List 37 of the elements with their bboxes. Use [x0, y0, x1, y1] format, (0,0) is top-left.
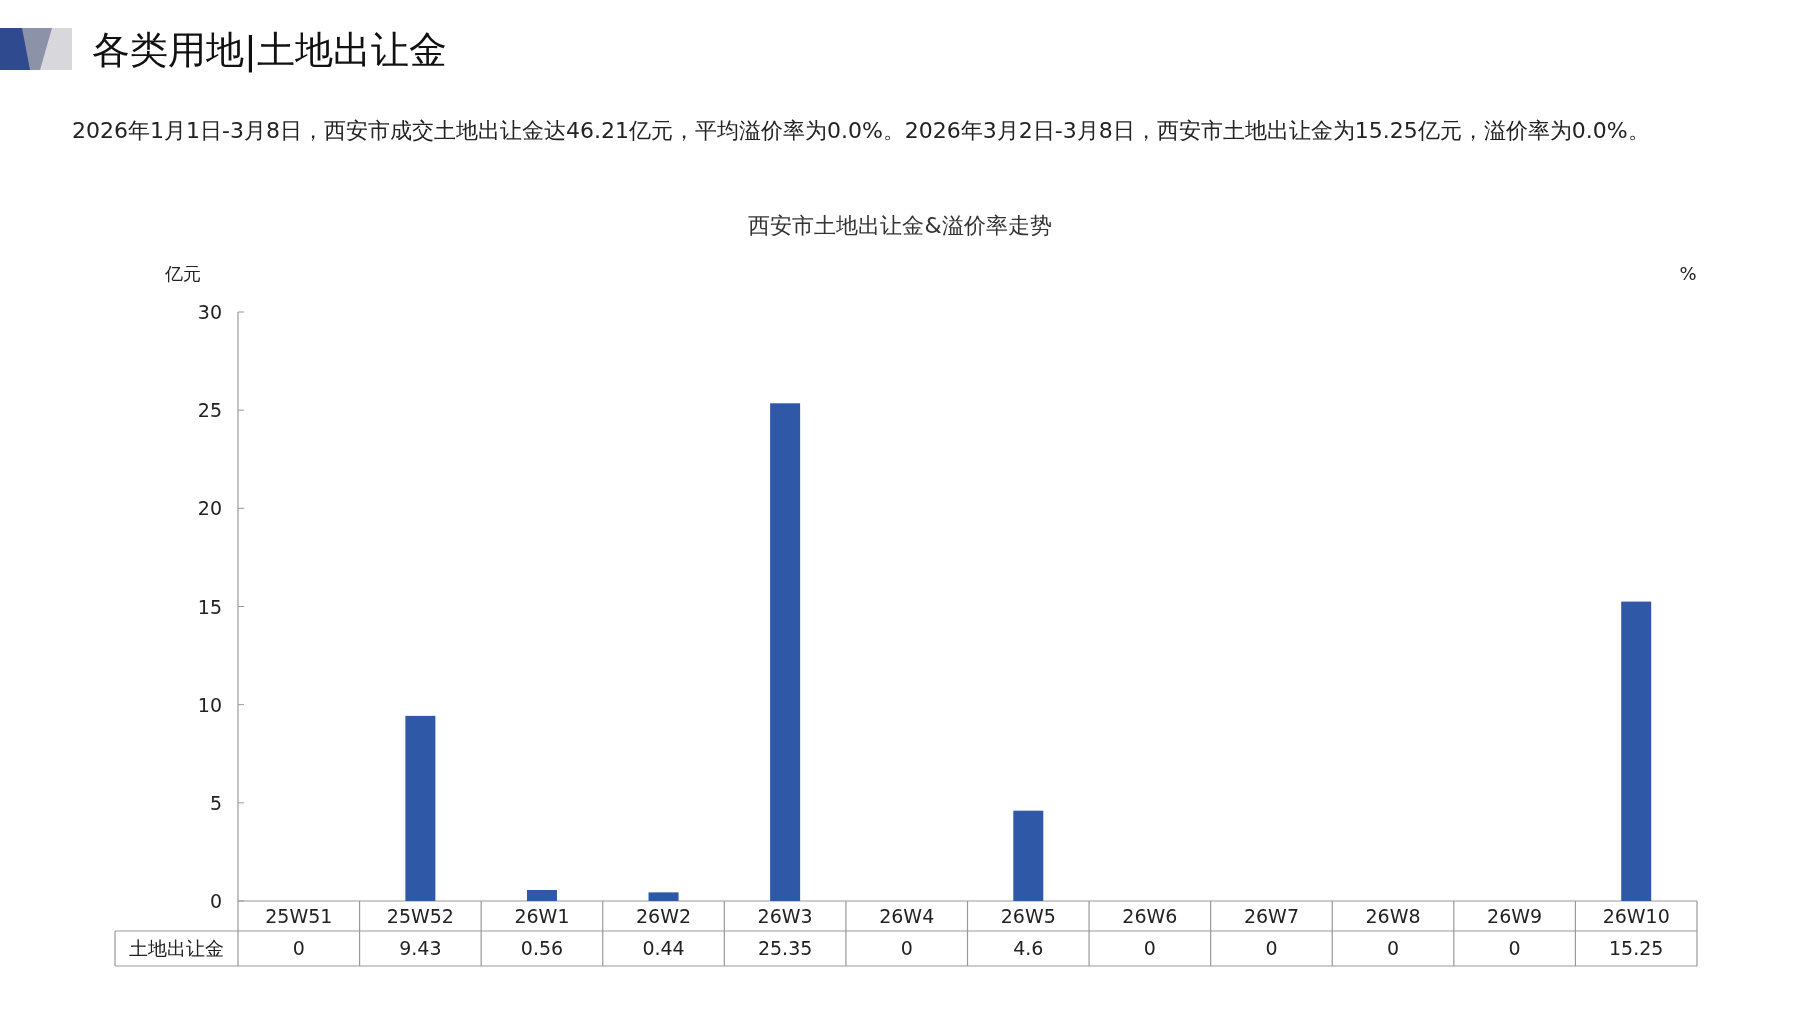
data-label: 25.35 — [757, 937, 813, 959]
x-tick-label: 26W6 — [1122, 905, 1178, 927]
text: 2026年1月1日-3月8日，西安市成交土地出让金达46.21亿元，平均溢价率为0.0%。2026年3月2日-3月8日，西安市土地出让金为15.25亿元，溢价率为0.0%。 — [72, 118, 1650, 143]
y-axis-title: 亿元 — [164, 263, 201, 284]
x-tick-label: 26W7 — [1243, 905, 1299, 927]
x-tick-label: 26W1 — [514, 905, 570, 927]
text: 各类用地|土地出让金 — [92, 28, 447, 73]
data-label: 0 — [1265, 937, 1278, 959]
x-tick-label: 26W3 — [757, 905, 813, 927]
y-tick-label: 5 — [209, 791, 222, 814]
y2-axis-title: % — [1679, 263, 1697, 284]
x-tick-label: 25W52 — [386, 905, 454, 927]
x-tick-label: 26W8 — [1365, 905, 1421, 927]
x-tick-label: 26W2 — [636, 905, 692, 927]
text: 土地出让金 — [129, 937, 224, 959]
data-label: 0 — [1508, 937, 1521, 959]
data-label: 0.44 — [642, 937, 685, 959]
data-label: 0.56 — [520, 937, 564, 959]
x-tick-label: 26W4 — [879, 905, 935, 927]
data-label: 0 — [292, 937, 305, 959]
data-label: 0 — [1386, 937, 1400, 959]
data-label: 0 — [1143, 937, 1156, 959]
x-tick-label: 26W9 — [1487, 905, 1543, 927]
data-label: 9.43 — [399, 937, 442, 959]
data-label: 0 — [900, 937, 913, 959]
y-tick-label: 10 — [197, 693, 222, 716]
chart-title: 西安市土地出让金&溢价率走势 — [748, 213, 1052, 238]
data-label: 15.25 — [1609, 937, 1664, 959]
y-tick-label: 20 — [197, 497, 222, 520]
x-tick-label: 25W51 — [265, 905, 333, 927]
data-label: 4.6 — [1013, 937, 1044, 959]
x-tick-label: 26W5 — [1000, 905, 1056, 927]
y-tick-label: 15 — [197, 595, 222, 618]
y-tick-label: 0 — [209, 890, 222, 912]
y-tick-label: 30 — [197, 301, 222, 323]
y-tick-label: 25 — [197, 399, 222, 422]
x-tick-label: 26W10 — [1602, 905, 1670, 927]
